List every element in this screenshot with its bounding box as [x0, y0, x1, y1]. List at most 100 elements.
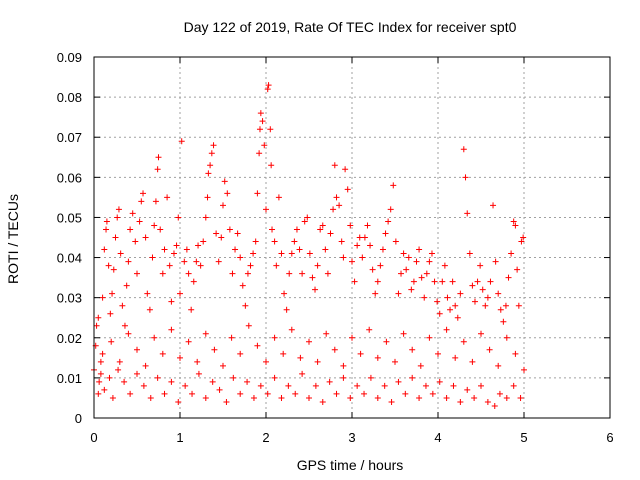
data-point: [449, 278, 456, 285]
data-point: [229, 270, 236, 277]
data-point: [267, 126, 274, 133]
data-point: [275, 194, 282, 201]
data-point: [474, 278, 481, 285]
data-point: [484, 294, 491, 301]
y-tick-label: 0.04: [57, 251, 82, 266]
data-point: [288, 326, 295, 333]
data-point: [410, 278, 417, 285]
data-point: [95, 314, 102, 321]
data-point: [418, 274, 425, 281]
data-point: [344, 186, 351, 193]
data-point: [400, 250, 407, 257]
data-point: [209, 378, 216, 385]
data-point: [495, 290, 502, 297]
data-point: [216, 386, 223, 393]
data-point: [466, 250, 473, 257]
data-point: [271, 374, 278, 381]
data-point: [170, 250, 177, 257]
y-tick-label: 0.06: [57, 170, 82, 185]
data-point: [349, 334, 355, 341]
x-tick-label: 5: [520, 430, 527, 445]
data-point: [188, 306, 195, 313]
x-tick-label: 3: [348, 430, 355, 445]
data-point: [452, 354, 459, 361]
data-point: [142, 234, 149, 241]
data-point: [250, 250, 257, 257]
data-point: [250, 394, 257, 401]
data-point: [306, 250, 313, 257]
data-point: [208, 150, 215, 157]
data-point: [309, 274, 316, 281]
data-point: [500, 318, 507, 325]
x-tick-label: 6: [606, 430, 613, 445]
data-point: [264, 86, 271, 93]
data-point: [402, 390, 409, 397]
data-point: [123, 282, 130, 289]
x-tick-label: 2: [262, 430, 269, 445]
data-point: [105, 262, 112, 269]
data-point: [166, 262, 173, 269]
data-point: [109, 394, 116, 401]
data-point: [423, 270, 430, 277]
data-point: [395, 290, 402, 297]
data-point: [125, 258, 132, 265]
data-point: [469, 282, 476, 289]
data-point: [220, 202, 226, 209]
data-point: [381, 382, 388, 389]
data-point: [518, 238, 525, 245]
data-point: [340, 374, 347, 381]
data-point: [242, 302, 249, 309]
data-point: [330, 206, 337, 213]
data-point: [471, 298, 478, 305]
data-point: [254, 342, 261, 349]
data-point: [121, 378, 128, 385]
data-point: [347, 222, 354, 229]
data-point: [261, 142, 268, 149]
y-axis-ticks: 0 0.01 0.02 0.03 0.04 0.05 0.06 0.07 0.08 0.09: [57, 50, 610, 426]
data-point: [413, 258, 420, 265]
data-point: [450, 382, 457, 389]
data-point: [312, 382, 319, 389]
data-point: [484, 398, 491, 405]
data-point: [505, 274, 512, 281]
data-point: [421, 294, 428, 301]
data-point: [359, 254, 366, 261]
data-point: [146, 306, 153, 313]
data-point: [96, 378, 103, 385]
data-point: [469, 358, 476, 365]
data-point: [127, 226, 134, 233]
data-point: [101, 246, 108, 253]
data-point: [173, 242, 180, 249]
data-point: [460, 338, 467, 345]
data-point: [347, 394, 354, 401]
data-point: [175, 398, 182, 405]
data-point: [324, 270, 331, 277]
data-point: [405, 254, 412, 261]
data-point: [490, 202, 497, 209]
data-point: [237, 350, 244, 357]
data-point: [161, 246, 168, 253]
data-point: [205, 170, 212, 177]
data-point: [331, 346, 338, 353]
data-point: [210, 142, 217, 149]
data-point: [149, 254, 156, 261]
data-point: [256, 150, 263, 157]
data-point: [436, 310, 443, 317]
data-point: [157, 226, 164, 233]
data-point: [508, 250, 515, 257]
data-point: [369, 266, 376, 273]
data-point: [99, 294, 106, 301]
data-point: [299, 370, 306, 377]
data-point: [460, 146, 467, 153]
data-point: [471, 394, 478, 401]
data-point: [395, 378, 402, 385]
data-point: [215, 258, 222, 265]
data-point: [159, 350, 166, 357]
data-point: [232, 246, 239, 253]
data-point: [108, 338, 115, 345]
data-point: [97, 358, 104, 365]
data-point: [439, 278, 446, 285]
data-point: [247, 262, 254, 269]
